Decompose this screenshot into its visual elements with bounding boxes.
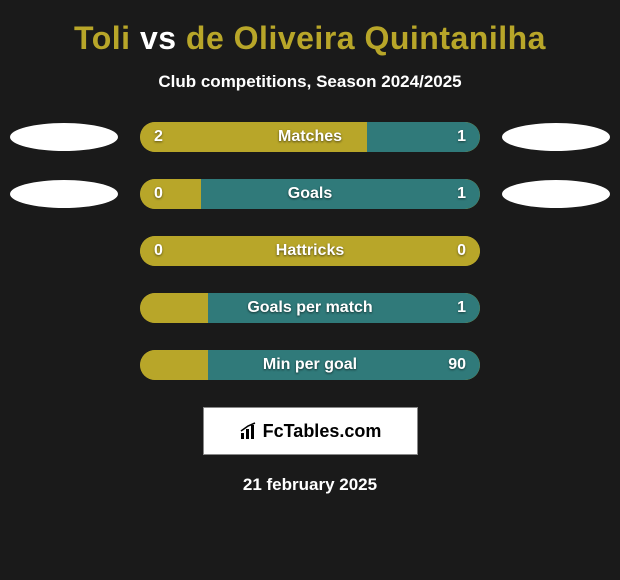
logo-box[interactable]: FcTables.com <box>203 407 418 455</box>
right-ellipse <box>502 180 610 208</box>
bar-segment-left <box>140 293 208 323</box>
player1-name: Toli <box>74 20 131 56</box>
stat-label: Hattricks <box>276 242 344 260</box>
subtitle: Club competitions, Season 2024/2025 <box>0 72 620 92</box>
page-title: Toli vs de Oliveira Quintanilha <box>0 20 620 57</box>
stat-row: 1 Goals per match <box>0 293 620 323</box>
logo-text: FcTables.com <box>263 421 382 442</box>
stat-row: 0 0 Hattricks <box>0 236 620 266</box>
stat-label: Matches <box>278 128 342 146</box>
vs-text: vs <box>140 20 177 56</box>
stat-bar: 2 1 Matches <box>140 122 480 152</box>
stat-value-left: 2 <box>154 128 163 146</box>
stat-value-right: 1 <box>457 185 466 203</box>
bar-segment-right <box>201 179 480 209</box>
right-ellipse <box>502 123 610 151</box>
stat-label: Goals <box>288 185 332 203</box>
date-text: 21 february 2025 <box>0 475 620 495</box>
stat-value-left: 0 <box>154 242 163 260</box>
stat-value-right: 0 <box>457 242 466 260</box>
bar-segment-left <box>140 179 201 209</box>
stats-area: 2 1 Matches 0 1 Goals 0 0 Hattricks 1 Goals per ma… <box>0 122 620 380</box>
stat-value-left: 0 <box>154 185 163 203</box>
stat-value-right: 90 <box>448 356 466 374</box>
logo-content: FcTables.com <box>239 421 382 442</box>
stat-value-right: 1 <box>457 299 466 317</box>
left-ellipse <box>10 123 118 151</box>
player2-name: de Oliveira Quintanilha <box>186 20 546 56</box>
stat-bar: 0 1 Goals <box>140 179 480 209</box>
stat-label: Goals per match <box>247 299 372 317</box>
stat-bar: 1 Goals per match <box>140 293 480 323</box>
comparison-card: Toli vs de Oliveira Quintanilha Club com… <box>0 0 620 505</box>
stat-row: 90 Min per goal <box>0 350 620 380</box>
stat-label: Min per goal <box>263 356 357 374</box>
stat-row: 0 1 Goals <box>0 179 620 209</box>
left-ellipse <box>10 180 118 208</box>
stat-row: 2 1 Matches <box>0 122 620 152</box>
bar-chart-icon <box>239 421 259 441</box>
stat-bar: 0 0 Hattricks <box>140 236 480 266</box>
stat-value-right: 1 <box>457 128 466 146</box>
bar-segment-left <box>140 350 208 380</box>
stat-bar: 90 Min per goal <box>140 350 480 380</box>
